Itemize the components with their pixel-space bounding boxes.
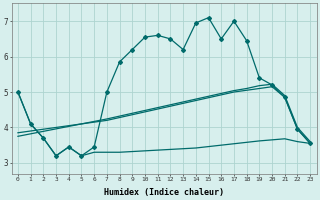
X-axis label: Humidex (Indice chaleur): Humidex (Indice chaleur) — [104, 188, 224, 197]
